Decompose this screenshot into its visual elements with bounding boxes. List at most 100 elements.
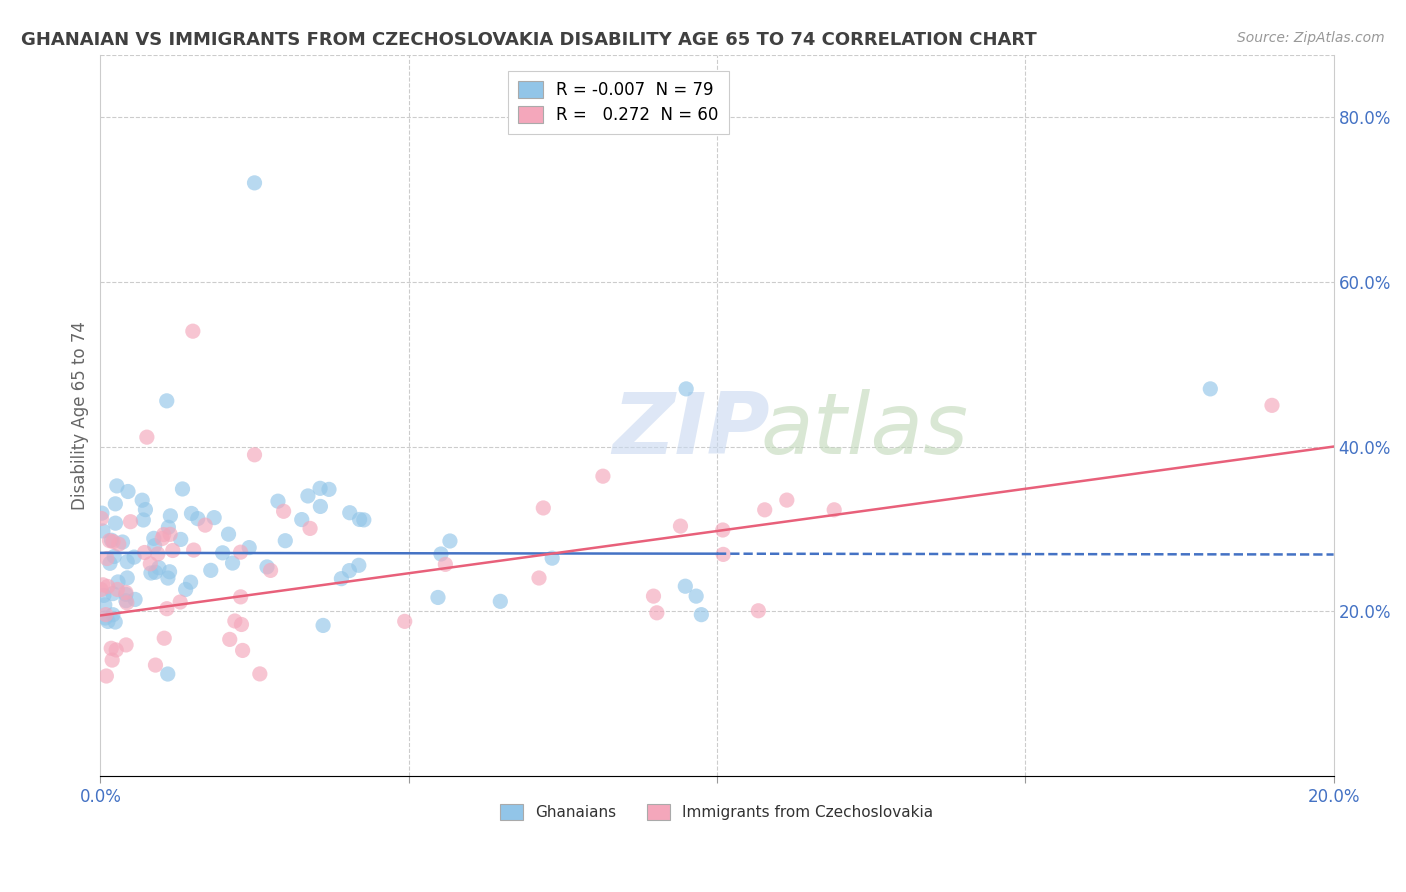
Point bbox=[224, 614, 246, 628]
Point bbox=[96, 669, 118, 683]
Point bbox=[312, 618, 335, 632]
Point bbox=[101, 607, 124, 622]
Point bbox=[172, 482, 194, 496]
Point bbox=[104, 497, 127, 511]
Point bbox=[104, 615, 127, 629]
Point bbox=[104, 516, 127, 531]
Text: ZIP: ZIP bbox=[612, 389, 770, 472]
Point bbox=[115, 593, 138, 607]
Point bbox=[267, 494, 290, 508]
Point bbox=[273, 504, 295, 518]
Point bbox=[439, 534, 461, 549]
Point bbox=[117, 484, 139, 499]
Point bbox=[353, 513, 375, 527]
Point bbox=[111, 535, 134, 549]
Point bbox=[527, 571, 550, 585]
Point bbox=[100, 641, 122, 656]
Point bbox=[90, 511, 112, 525]
Point bbox=[96, 551, 118, 566]
Point bbox=[169, 595, 191, 609]
Point bbox=[105, 479, 128, 493]
Point bbox=[156, 571, 179, 585]
Point bbox=[330, 572, 353, 586]
Point bbox=[200, 563, 222, 577]
Point bbox=[339, 506, 361, 520]
Point bbox=[434, 558, 457, 572]
Point bbox=[232, 643, 254, 657]
Point bbox=[297, 489, 319, 503]
Point bbox=[145, 566, 167, 580]
Point bbox=[94, 611, 117, 625]
Point bbox=[218, 632, 240, 647]
Point bbox=[645, 606, 668, 620]
Point bbox=[309, 500, 332, 514]
Point bbox=[180, 507, 202, 521]
Point bbox=[93, 588, 115, 602]
Point bbox=[643, 589, 665, 603]
Point bbox=[120, 515, 142, 529]
Point bbox=[101, 534, 124, 549]
Text: Source: ZipAtlas.com: Source: ZipAtlas.com bbox=[1237, 31, 1385, 45]
Point bbox=[139, 566, 162, 580]
Point bbox=[427, 591, 450, 605]
Point bbox=[202, 510, 225, 524]
Point bbox=[754, 503, 776, 517]
Point bbox=[156, 667, 179, 681]
Point bbox=[152, 527, 174, 541]
Point bbox=[159, 508, 181, 523]
Point bbox=[115, 638, 138, 652]
Point bbox=[299, 521, 322, 535]
Point bbox=[711, 548, 734, 562]
Point bbox=[337, 564, 360, 578]
Point bbox=[134, 502, 156, 516]
Point bbox=[143, 539, 166, 553]
Point bbox=[747, 604, 769, 618]
Point bbox=[159, 527, 181, 541]
Point bbox=[249, 666, 271, 681]
Point bbox=[347, 558, 370, 573]
Text: atlas: atlas bbox=[761, 389, 969, 472]
Point bbox=[238, 541, 260, 555]
Point bbox=[134, 545, 156, 559]
Point bbox=[229, 590, 252, 604]
Point bbox=[231, 617, 253, 632]
Point bbox=[221, 556, 243, 570]
Point bbox=[122, 550, 145, 565]
Point bbox=[675, 382, 697, 396]
Point bbox=[97, 615, 120, 629]
Point bbox=[256, 560, 278, 574]
Point bbox=[170, 533, 193, 547]
Point bbox=[114, 587, 136, 601]
Point bbox=[146, 547, 169, 561]
Point bbox=[711, 523, 734, 537]
Point bbox=[115, 555, 138, 569]
Point bbox=[181, 324, 204, 338]
Point bbox=[309, 481, 332, 495]
Point bbox=[115, 596, 138, 610]
Point bbox=[90, 582, 112, 597]
Point bbox=[243, 448, 266, 462]
Point bbox=[101, 653, 124, 667]
Point bbox=[91, 524, 114, 538]
Point bbox=[135, 430, 157, 444]
Point bbox=[98, 533, 121, 548]
Point bbox=[823, 503, 845, 517]
Point bbox=[159, 565, 181, 579]
Point bbox=[291, 512, 314, 526]
Point bbox=[211, 546, 233, 560]
Point bbox=[183, 543, 205, 558]
Point bbox=[105, 643, 128, 657]
Point bbox=[103, 549, 125, 564]
Point bbox=[157, 520, 180, 534]
Point bbox=[107, 537, 129, 551]
Text: GHANAIAN VS IMMIGRANTS FROM CZECHOSLOVAKIA DISABILITY AGE 65 TO 74 CORRELATION C: GHANAIAN VS IMMIGRANTS FROM CZECHOSLOVAK… bbox=[21, 31, 1036, 49]
Point bbox=[180, 575, 202, 590]
Point bbox=[97, 579, 120, 593]
Point bbox=[115, 571, 138, 585]
Point bbox=[132, 513, 155, 527]
Point bbox=[1261, 398, 1284, 412]
Point bbox=[98, 556, 121, 570]
Point bbox=[156, 601, 179, 615]
Y-axis label: Disability Age 65 to 74: Disability Age 65 to 74 bbox=[72, 321, 89, 510]
Point bbox=[531, 500, 554, 515]
